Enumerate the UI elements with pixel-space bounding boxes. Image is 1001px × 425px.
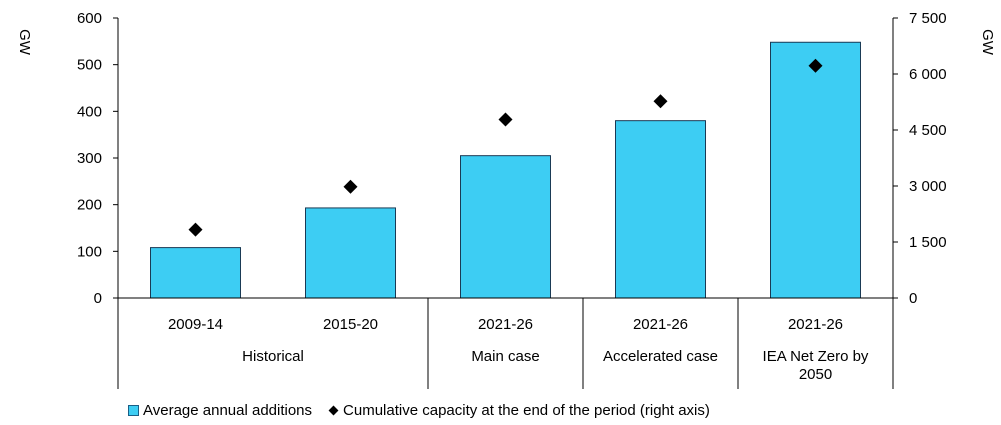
bar xyxy=(150,247,241,299)
cumulative-marker xyxy=(188,222,203,237)
left-tick-label: 500 xyxy=(77,57,102,74)
cumulative-marker xyxy=(498,112,513,127)
group-label: Historical xyxy=(242,348,304,365)
right-axis-unit: GW xyxy=(979,29,996,56)
left-axis-unit: GW xyxy=(16,29,33,56)
cumulative-marker xyxy=(343,179,358,194)
bar xyxy=(615,120,706,299)
legend-item-bars: Average annual additions xyxy=(128,402,312,419)
right-tick-label: 6 000 xyxy=(909,66,947,83)
legend-swatch-bar xyxy=(128,405,139,416)
category-label: 2009-14 xyxy=(168,316,223,333)
right-tick-label: 1 500 xyxy=(909,234,947,251)
bar xyxy=(305,207,396,299)
legend-item-diamonds: Cumulative capacity at the end of the pe… xyxy=(326,402,710,419)
left-tick-label: 300 xyxy=(77,150,102,167)
right-tick-label: 4 500 xyxy=(909,122,947,139)
left-tick-label: 200 xyxy=(77,197,102,214)
legend-label-diamonds: Cumulative capacity at the end of the pe… xyxy=(343,402,710,419)
cumulative-marker xyxy=(808,58,823,73)
category-label: 2021-26 xyxy=(788,316,843,333)
group-label: Accelerated case xyxy=(603,348,718,365)
legend: Average annual additions Cumulative capa… xyxy=(128,402,724,419)
right-tick-label: 7 500 xyxy=(909,10,947,27)
category-label: 2021-26 xyxy=(478,316,533,333)
right-tick-label: 3 000 xyxy=(909,178,947,195)
category-label: 2015-20 xyxy=(323,316,378,333)
left-tick-label: 100 xyxy=(77,243,102,260)
left-tick-label: 400 xyxy=(77,103,102,120)
group-label: 2050 xyxy=(799,366,832,383)
bar xyxy=(460,155,551,299)
chart: 0 100 200 300 400 500 600 0 1 500 3 000 4 500 6 000… xyxy=(16,10,996,389)
group-label: Main case xyxy=(471,348,539,365)
category-label: 2021-26 xyxy=(633,316,688,333)
group-label: IEA Net Zero by xyxy=(763,348,869,365)
legend-label-bars: Average annual additions xyxy=(143,402,313,419)
cumulative-marker xyxy=(653,94,668,109)
legend-diamond-icon xyxy=(328,405,339,416)
left-tick-label: 0 xyxy=(94,290,102,307)
bar xyxy=(770,41,861,299)
left-tick-label: 600 xyxy=(77,10,102,27)
right-tick-label: 0 xyxy=(909,290,917,307)
